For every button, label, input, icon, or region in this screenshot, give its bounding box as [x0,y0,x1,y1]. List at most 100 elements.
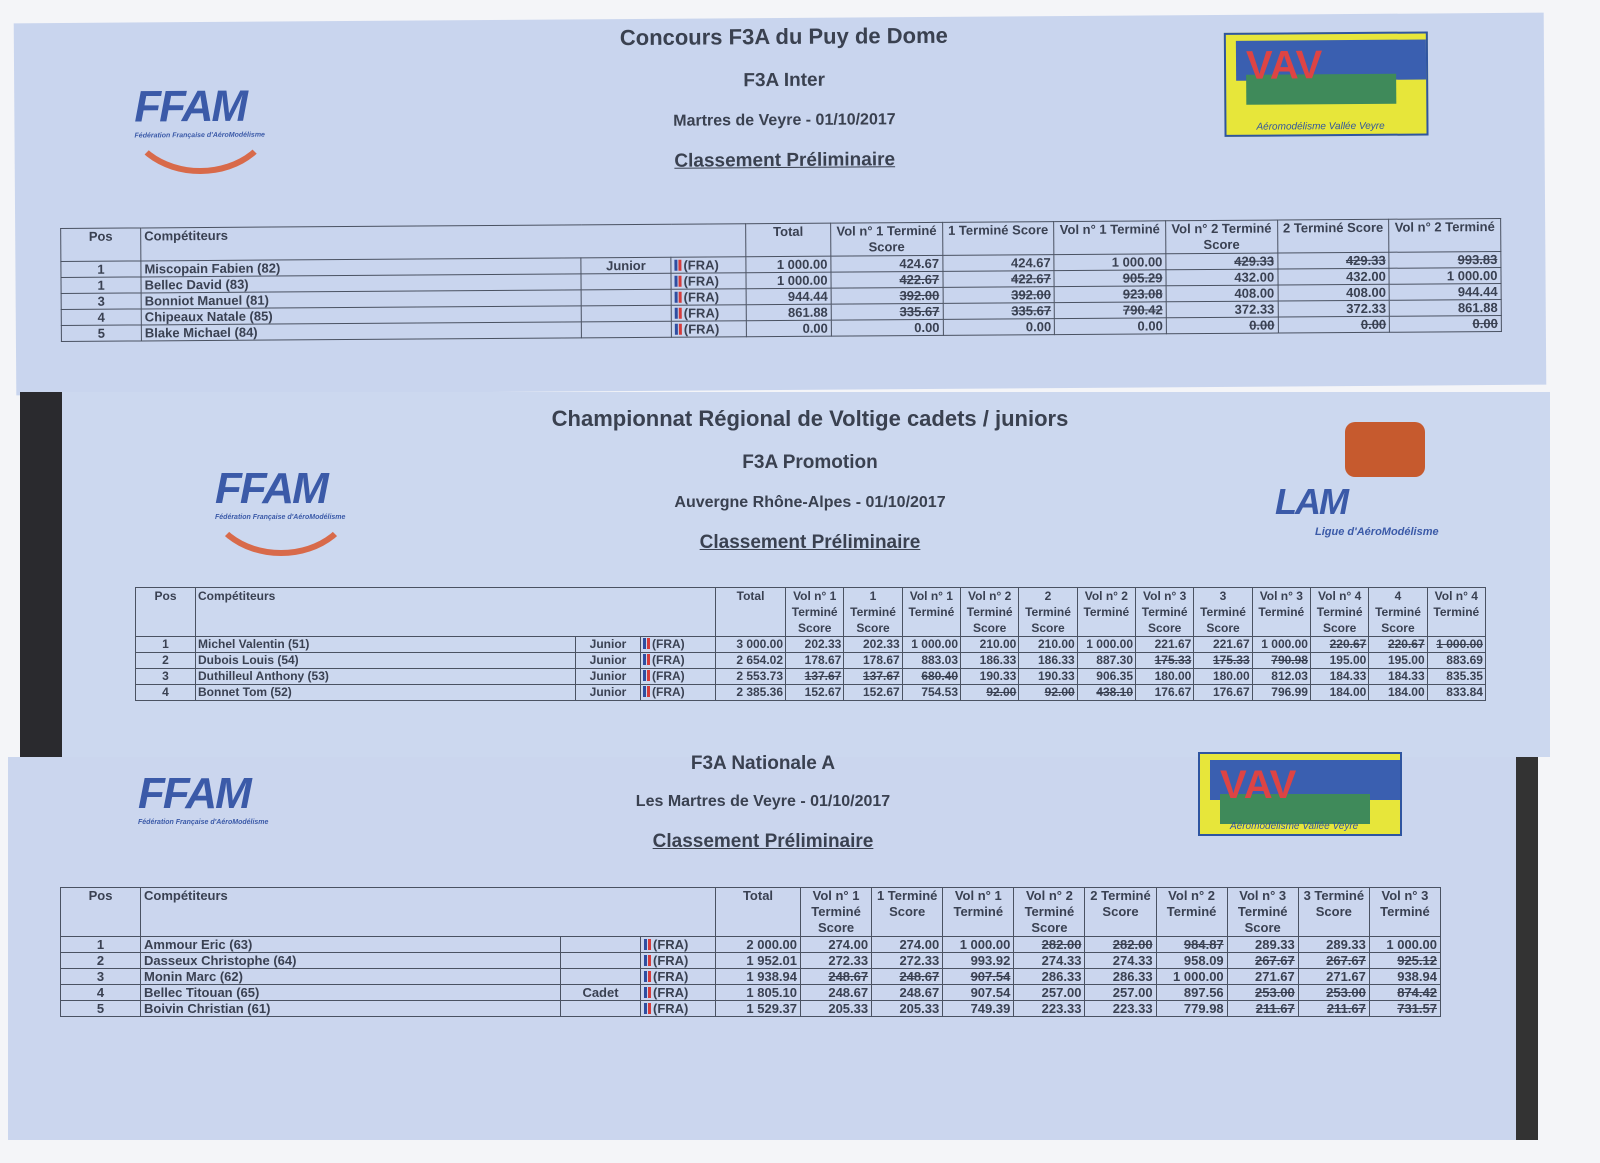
flight-score: 897.56 [1155,984,1228,1001]
flight-score: 92.00 [1018,684,1078,701]
flight-score: 422.67 [830,271,943,289]
category: Cadet [560,984,641,1001]
flight-score: 1 000.00 [901,636,962,653]
nationality: (FRA) [639,636,717,653]
flight-score: 274.00 [871,936,944,953]
flight-score: 335.67 [831,303,943,321]
nationality: (FRA) [671,288,747,306]
flight-score: 190.33 [1018,668,1078,685]
flight-score: 210.00 [1018,636,1078,653]
flight-score: 958.09 [1155,952,1228,969]
avv-logo: VAV Aéromodélisme Vallée Veyre [1198,752,1402,836]
flight-score: 267.67 [1297,952,1370,969]
flight-score: 883.69 [1426,652,1486,669]
flight-score: 186.33 [1018,652,1078,669]
flight-score: 282.00 [1084,936,1157,953]
total-score: 2 000.00 [715,936,801,953]
event-place-date: Martres de Veyre - 01/10/2017 [673,111,896,130]
nationality-code: (FRA) [683,321,720,337]
table-row: 3 Monin Marc (62) (FRA) 1 938.94 248.67 248.6… [60,968,1441,985]
flight-score: 1 000.00 [1054,253,1166,271]
french-flag-icon [644,985,653,1000]
flight-score: 883.03 [901,652,962,669]
french-flag-icon [674,274,683,289]
column-header: Vol n° 1 Terminé [942,887,1015,937]
flight-score: 205.33 [871,1000,944,1017]
flight-score: 422.67 [942,270,1055,288]
column-header: Total [715,587,787,637]
flight-score: 202.33 [785,636,845,653]
flight-score: 274.33 [1013,952,1086,969]
event-title: Championnat Régional de Voltige cadets /… [551,406,1069,431]
column-header: 3 Terminé Score [1297,887,1370,937]
nationality: (FRA) [640,1000,716,1017]
flight-score: 92.00 [960,684,1020,701]
position: 5 [60,1000,141,1017]
category: Junior [575,652,641,669]
column-header: Vol n° 4 Terminé Score [1309,587,1370,637]
category [560,968,641,985]
french-flag-icon [644,937,653,952]
flight-score: 272.33 [799,952,873,969]
column-header: Total [715,887,801,937]
flight-score: 1 000.00 [1076,636,1137,653]
column-header: Vol n° 1 Terminé [901,587,962,637]
flight-score: 267.67 [1226,952,1299,969]
column-header: Vol n° 1 Terminé Score [799,887,873,937]
nationality: (FRA) [670,272,747,290]
column-header: Vol n° 2 Terminé Score [1013,887,1086,937]
competitor-name: Dasseux Christophe (64) [140,952,561,969]
flight-score: 282.00 [1013,936,1086,953]
flight-score: 790.42 [1054,301,1167,319]
flight-score: 392.00 [831,287,943,305]
column-header: 4 Terminé Score [1368,587,1428,637]
results-sheet-f3a-nationale-a: FFAM Fédération Française d'AéroModélisme… [8,752,1538,1140]
flight-score: 429.33 [1165,253,1278,270]
position: 1 [60,276,142,294]
nationality-code: (FRA) [652,637,685,651]
flight-score: 195.00 [1368,652,1428,669]
flight-score: 438.10 [1076,684,1137,701]
position: 2 [60,952,141,969]
nationality-code: (FRA) [683,273,719,289]
event-place-date: Les Martres de Veyre - 01/10/2017 [635,793,891,810]
flight-score: 796.99 [1251,684,1311,701]
flight-score: 1 000.00 [1155,968,1228,985]
column-header: 1 Terminé Score [843,587,903,637]
total-score: 1 000.00 [745,272,832,289]
flight-score: 432.00 [1165,269,1278,286]
flight-score: 221.67 [1134,636,1195,653]
flight-score: 274.00 [799,936,873,953]
column-header: Pos [60,887,141,937]
nationality: (FRA) [639,684,717,701]
nationality-code: (FRA) [653,937,689,952]
total-score: 2 553.73 [715,668,787,685]
french-flag-icon [644,1001,653,1016]
flight-score: 180.00 [1193,668,1253,685]
flight-score: 184.00 [1368,684,1428,701]
column-header: Vol n° 2 Terminé [1388,218,1501,253]
nationality: (FRA) [671,304,747,322]
column-header: Compétiteurs [140,887,716,937]
flight-score: 835.35 [1426,668,1486,685]
nationality-code: (FRA) [683,305,720,321]
nationality-code: (FRA) [652,669,685,683]
flight-score: 137.67 [785,668,845,685]
total-score: 1 952.01 [715,952,801,969]
column-header: Vol n° 3 Terminé Score [1226,887,1299,937]
flight-score: 680.40 [901,668,962,685]
flight-score: 210.00 [960,636,1020,653]
column-header: Pos [60,227,141,262]
flight-score: 424.67 [942,254,1055,272]
table-row: 2 Dubois Louis (54) Junior (FRA) 2 654.02 178… [135,652,1486,669]
avv-logo: VAV Aéromodélisme Vallée Veyre [1223,31,1429,137]
french-flag-icon [643,685,652,699]
competitor-name: Bonnet Tom (52) [195,684,576,701]
flight-score: 175.33 [1193,652,1253,669]
flight-score: 424.67 [830,255,943,273]
flight-score: 372.33 [1277,300,1390,318]
column-header: 3 Terminé Score [1193,587,1253,637]
nationality: (FRA) [640,968,716,985]
column-header: Vol n° 1 Terminé Score [785,587,845,637]
nationality: (FRA) [640,936,716,953]
